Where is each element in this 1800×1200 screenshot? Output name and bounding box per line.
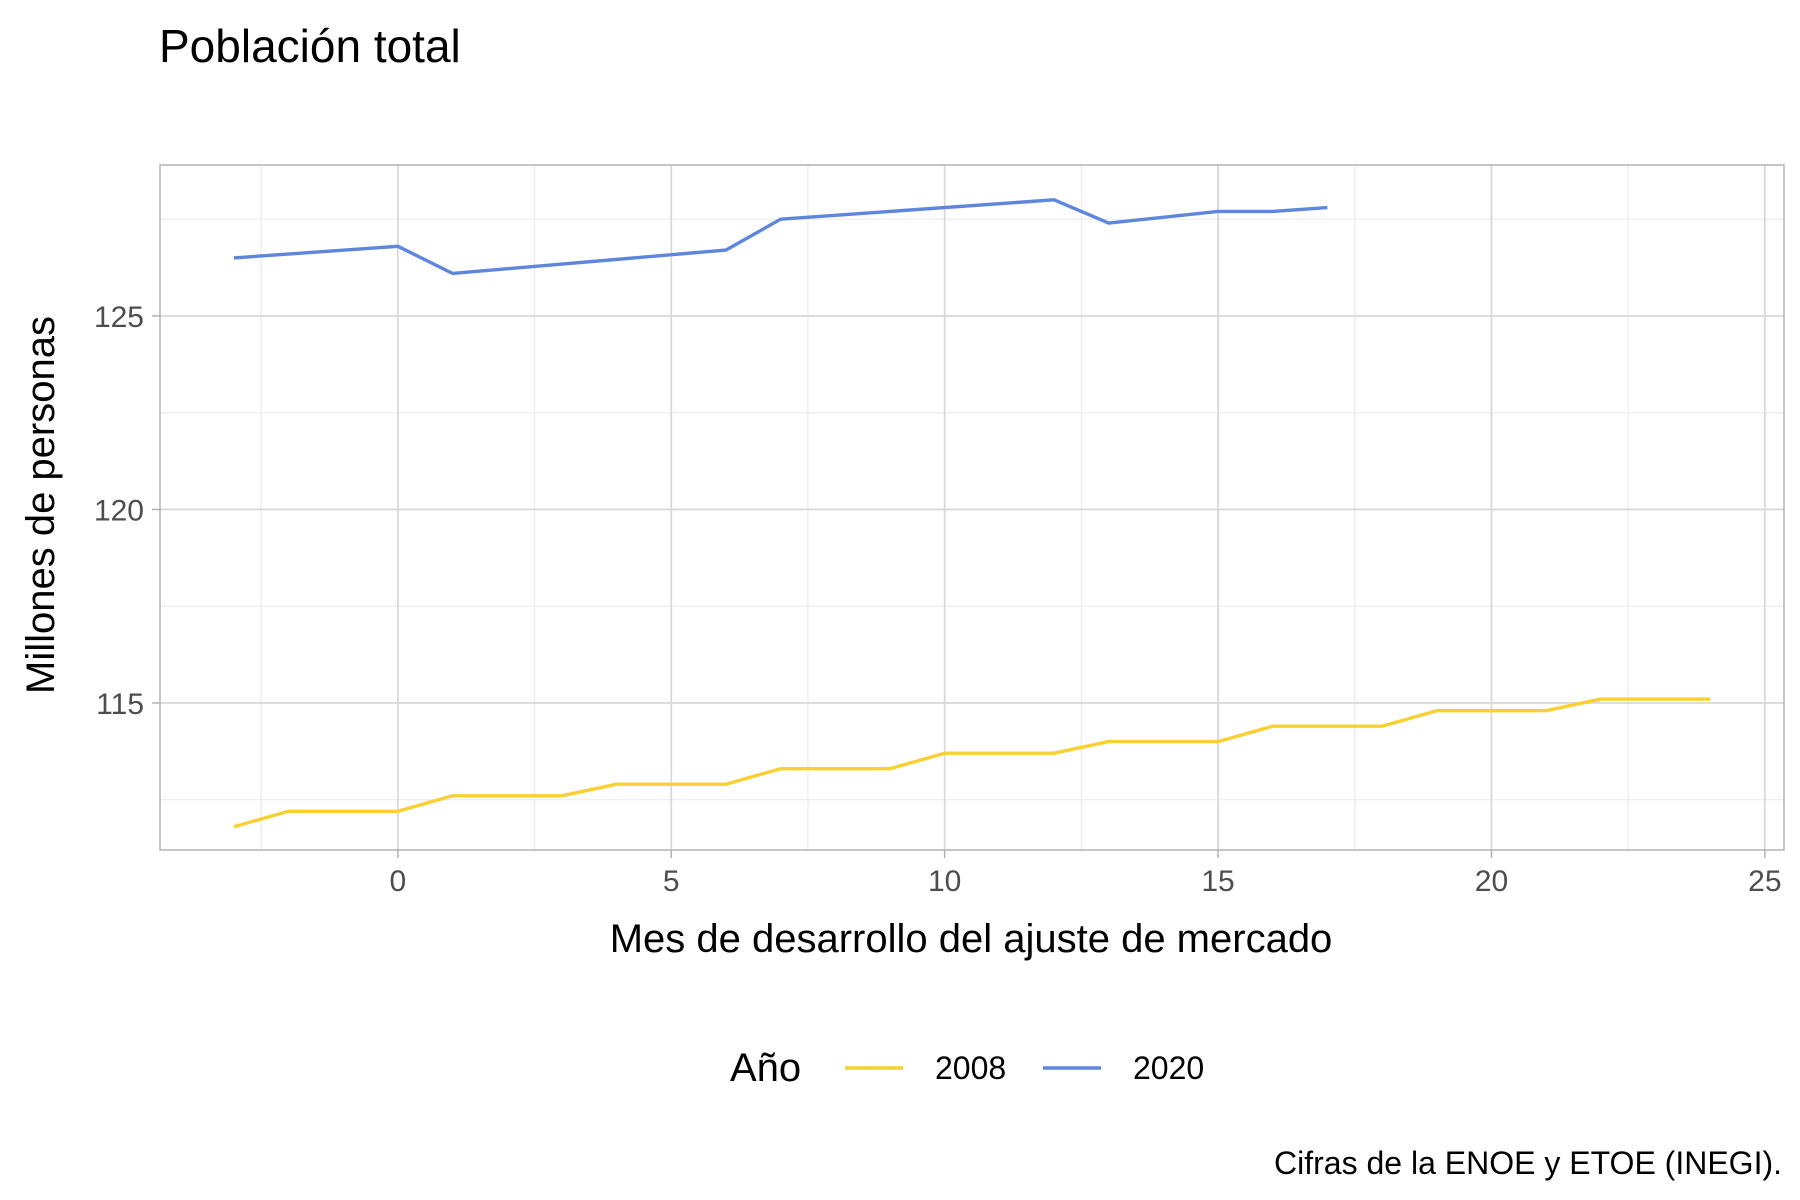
x-tick-label: 0 <box>390 865 407 898</box>
legend-label-2020: 2020 <box>1133 1050 1204 1086</box>
y-axis-ticks: 115 120 125 <box>94 301 160 721</box>
x-tick-label: 25 <box>1748 865 1781 898</box>
y-tick-label: 115 <box>96 688 144 721</box>
plot-panel-border <box>159 164 1785 851</box>
chart-title: Población total <box>159 20 461 72</box>
series-line-2008 <box>233 697 1711 829</box>
legend-title: Año <box>730 1046 801 1090</box>
series-line-2020 <box>233 198 1328 276</box>
x-axis-ticks: 0 5 10 15 20 25 <box>390 850 1782 898</box>
x-tick-label: 15 <box>1201 865 1234 898</box>
x-tick-label: 20 <box>1475 865 1508 898</box>
grid-major <box>160 165 1784 850</box>
chart-caption: Cifras de la ENOE y ETOE (INEGI). <box>1274 1145 1782 1181</box>
series-lines <box>233 198 1711 829</box>
x-tick-label: 5 <box>663 865 680 898</box>
x-axis-label: Mes de desarrollo del ajuste de mercado <box>610 917 1333 961</box>
y-tick-label: 120 <box>94 494 144 527</box>
grid-minor <box>160 165 1784 850</box>
x-tick-label: 10 <box>928 865 961 898</box>
legend-label-2008: 2008 <box>935 1050 1006 1086</box>
y-axis-label: Millones de personas <box>19 316 63 694</box>
legend: Año 2008 2020 <box>730 1046 1204 1090</box>
y-tick-label: 125 <box>94 301 144 334</box>
